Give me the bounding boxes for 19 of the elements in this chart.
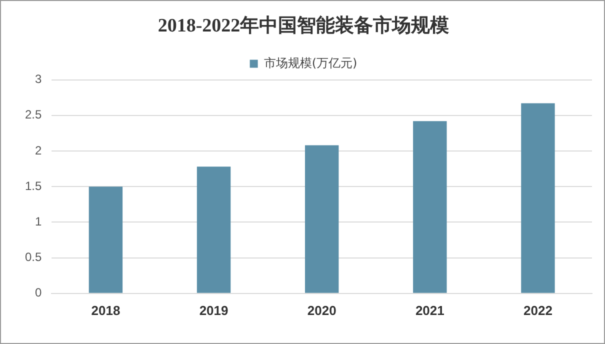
bar (304, 145, 339, 293)
chart-title: 2018-2022年中国智能装备市场规模 (158, 14, 450, 36)
legend-label: 市场规模(万亿元) (264, 56, 358, 70)
x-tick-label: 2022 (524, 302, 552, 318)
bar (521, 103, 555, 293)
y-tick-label: 1 (34, 214, 42, 229)
y-tick-label: 1.5 (24, 178, 42, 193)
y-tick-label: 2.5 (24, 108, 42, 122)
bar (196, 166, 231, 293)
bar (413, 121, 447, 293)
y-tick-label: 0 (34, 286, 42, 300)
y-tick-label: 0.5 (24, 250, 42, 264)
x-tick-label: 2020 (307, 302, 336, 318)
y-tick-label: 2 (34, 143, 42, 158)
bar (88, 186, 123, 293)
x-tick-label: 2018 (91, 302, 120, 318)
x-tick-label: 2021 (415, 302, 444, 318)
x-tick-label: 2019 (199, 302, 228, 318)
y-tick-label: 3 (34, 72, 42, 86)
